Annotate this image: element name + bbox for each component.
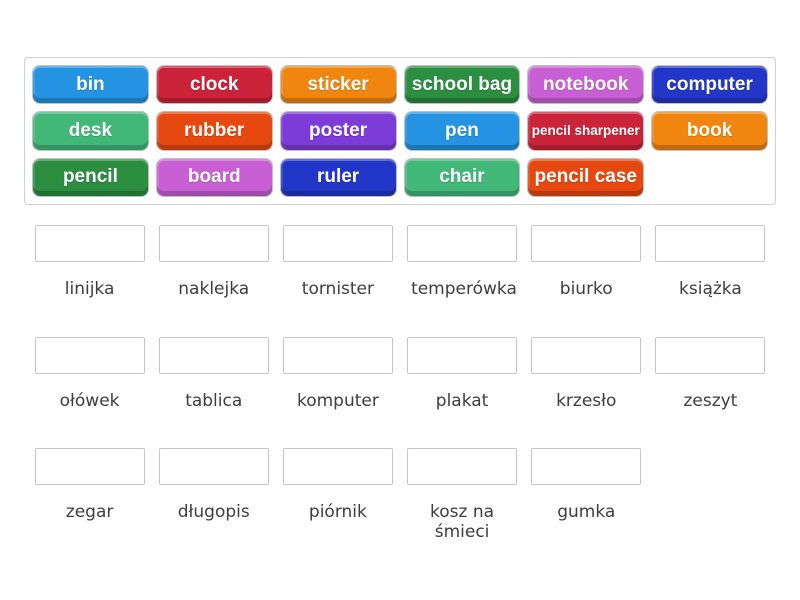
tile-school-bag[interactable]: school bag (403, 65, 521, 105)
tile-computer[interactable]: computer (651, 65, 768, 105)
drop-zone-dlugopis[interactable] (158, 448, 269, 486)
slot-label: ołówek (59, 390, 120, 411)
tile-board[interactable]: board (155, 157, 273, 197)
drop-zone-komputer[interactable] (282, 336, 393, 374)
drop-zone-gumka[interactable] (531, 448, 642, 486)
word-bank: bin clock sticker school bag notebook co… (24, 57, 776, 205)
slot-tablica: tablica (155, 336, 272, 412)
slot-label: naklejka (178, 279, 250, 299)
slot-label: długopis (177, 502, 250, 523)
slot-ksiazka: książka (652, 225, 769, 300)
tile-ruler[interactable]: ruler (279, 157, 397, 197)
slot-gumka: gumka (528, 448, 645, 542)
slot-label: zeszyt (683, 390, 738, 411)
drop-zone-piornik[interactable] (282, 448, 393, 486)
tile-bin[interactable]: bin (32, 65, 149, 105)
drop-zone-biurko[interactable] (531, 225, 642, 262)
tile-poster[interactable]: poster (279, 111, 397, 151)
tile-book[interactable]: book (651, 111, 768, 151)
slot-komputer: komputer (279, 336, 396, 412)
slot-label: plakat (435, 390, 489, 411)
tile-notebook[interactable]: notebook (527, 65, 645, 105)
slot-label: linijka (64, 279, 115, 299)
slot-temperowka: temperówka (403, 225, 520, 300)
drop-zone-plakat[interactable] (407, 336, 518, 374)
slot-zegar: zegar (31, 448, 148, 542)
slot-label: książka (679, 279, 742, 299)
tile-rubber[interactable]: rubber (155, 111, 273, 151)
slot-linijka: linijka (31, 225, 148, 300)
drop-zone-naklejka[interactable] (158, 225, 269, 262)
drop-zone-zeszyt[interactable] (655, 336, 766, 374)
slot-label: tablica (185, 390, 243, 411)
slot-piornik: piórnik (279, 448, 396, 542)
slot-label: komputer (296, 390, 379, 411)
slot-label: krzesło (556, 390, 617, 411)
slot-label: temperówka (411, 279, 517, 299)
drop-zone-krzeslo[interactable] (531, 336, 642, 374)
slot-plakat: plakat (403, 336, 520, 412)
slot-dlugopis: długopis (155, 448, 272, 542)
drop-zone-linijka[interactable] (34, 225, 145, 262)
slot-olowek: ołówek (31, 336, 148, 412)
drop-zone-tornister[interactable] (282, 225, 393, 262)
slot-kosz-na-smieci: kosz na śmieci (403, 448, 520, 542)
drop-zone-zegar[interactable] (34, 448, 145, 486)
slot-label: tornister (301, 279, 375, 299)
answer-grid: linijka naklejka tornister temperówka bi… (24, 225, 776, 542)
drop-zone-kosz-na-smieci[interactable] (407, 448, 518, 486)
tile-pencil-sharpener[interactable]: pencil sharpener (527, 111, 645, 151)
slot-krzeslo: krzesło (528, 336, 645, 412)
slot-label: zegar (65, 502, 114, 523)
tile-sticker[interactable]: sticker (279, 65, 397, 105)
tile-pencil-case[interactable]: pencil case (527, 157, 645, 197)
tile-clock[interactable]: clock (155, 65, 273, 105)
slot-tornister: tornister (279, 225, 396, 300)
slot-label: piórnik (308, 502, 367, 523)
slot-biurko: biurko (528, 225, 645, 300)
tile-pen[interactable]: pen (403, 111, 521, 151)
drop-zone-temperowka[interactable] (407, 225, 518, 262)
slot-zeszyt: zeszyt (652, 336, 769, 412)
slot-naklejka: naklejka (155, 225, 272, 300)
slot-label: biurko (559, 279, 613, 299)
drop-zone-tablica[interactable] (158, 336, 269, 374)
tile-desk[interactable]: desk (32, 111, 149, 151)
drop-zone-ksiazka[interactable] (655, 225, 766, 262)
drop-zone-olowek[interactable] (34, 336, 145, 374)
tile-pencil[interactable]: pencil (32, 157, 149, 197)
tile-chair[interactable]: chair (403, 157, 521, 197)
slot-label: kosz na śmieci (430, 502, 495, 542)
slot-label: gumka (557, 502, 616, 523)
